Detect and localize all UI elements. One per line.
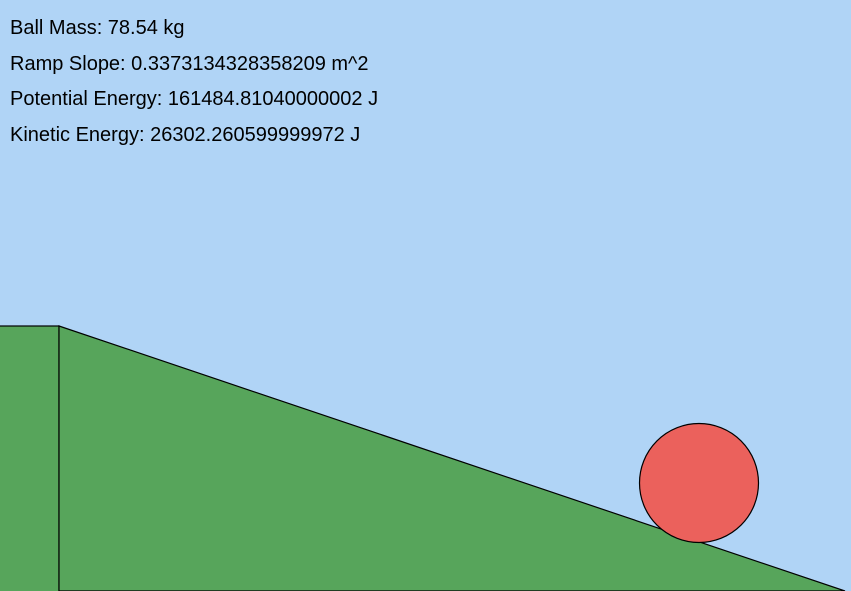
platform-block	[0, 326, 59, 591]
readout-panel: Ball Mass: 78.54 kg Ramp Slope: 0.337313…	[10, 14, 378, 156]
ball-mass-readout: Ball Mass: 78.54 kg	[10, 14, 378, 50]
ramp-slope-readout: Ramp Slope: 0.3373134328358209 m^2	[10, 50, 378, 86]
ball	[640, 424, 759, 543]
kinetic-energy-readout: Kinetic Energy: 26302.260599999972 J	[10, 121, 378, 157]
potential-energy-readout: Potential Energy: 161484.81040000002 J	[10, 85, 378, 121]
